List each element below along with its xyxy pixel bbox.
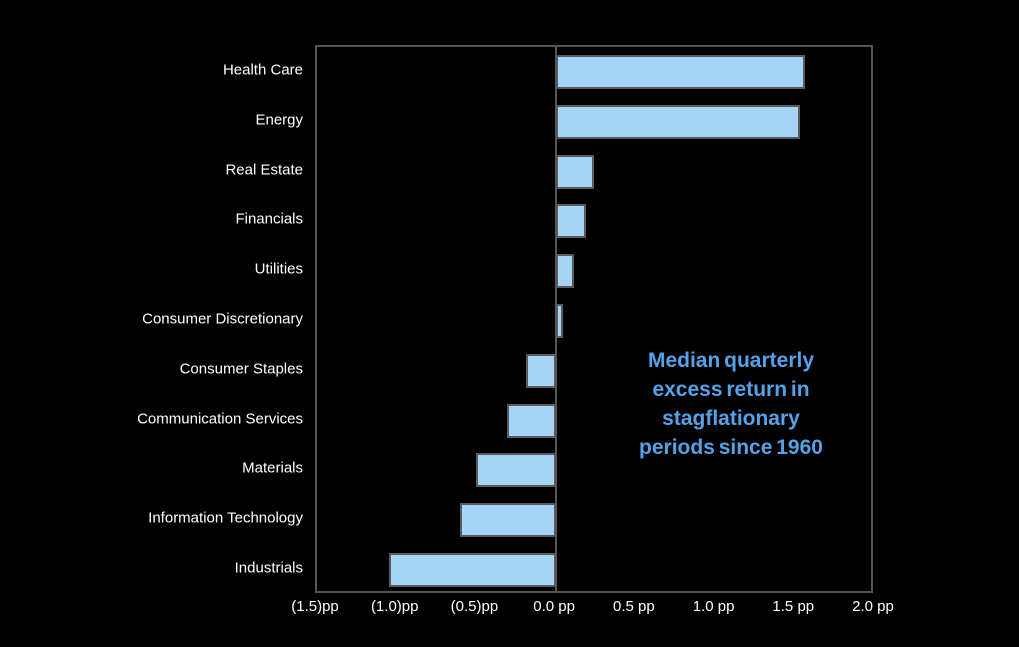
bar-consumer-discretionary — [556, 304, 563, 338]
x-tick-label: (1.5)pp — [291, 598, 339, 615]
annotation-line: excess return in — [652, 378, 810, 401]
category-label: Utilities — [254, 260, 303, 278]
x-tick-label: (0.5)pp — [450, 598, 499, 615]
x-tick-label: 2.0 pp — [852, 598, 894, 615]
bar-real-estate — [556, 154, 595, 189]
category-label: Information Technology — [148, 509, 303, 527]
category-label: Consumer Discretionary — [142, 310, 303, 328]
category-label: Health Care — [222, 61, 303, 79]
bar-communication-services — [506, 403, 557, 438]
x-tick-label: 1.5 pp — [772, 598, 815, 615]
plot-area — [315, 45, 873, 593]
x-tick-label: (1.0)pp — [370, 598, 419, 615]
x-tick-label: 1.0 pp — [692, 598, 735, 615]
annotation-line: stagflationary — [662, 407, 800, 430]
x-tick-label: 0.5 pp — [612, 598, 655, 615]
bar-industrials — [388, 553, 557, 588]
category-label: Real Estate — [225, 161, 303, 179]
bar-financials — [556, 204, 587, 239]
annotation-line: Median quarterly — [647, 349, 815, 372]
bar-consumer-staples — [525, 353, 557, 388]
category-label: Industrials — [234, 559, 303, 577]
category-label: Materials — [242, 459, 303, 477]
chart-annotation: Median quarterly excess return in stagfl… — [601, 346, 861, 462]
bar-information-technology — [460, 503, 557, 538]
category-label: Communication Services — [137, 410, 303, 428]
annotation-line: periods since 1960 — [639, 436, 823, 459]
bar-materials — [476, 453, 557, 488]
category-label: Financials — [235, 210, 303, 228]
bar-utilities — [556, 254, 574, 289]
category-label: Consumer Staples — [179, 360, 303, 378]
x-tick-label: 0.0 pp — [533, 598, 575, 615]
bar-health-care — [556, 54, 805, 89]
category-label: Energy — [255, 111, 303, 129]
bar-energy — [556, 104, 801, 139]
